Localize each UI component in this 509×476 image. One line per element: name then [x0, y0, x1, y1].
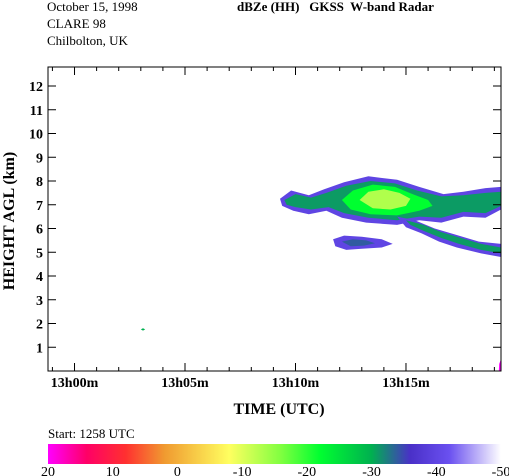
- y-tick-label: 12: [29, 80, 43, 95]
- colorbar: [48, 444, 501, 464]
- start-time-note: Start: 1258 UTC: [48, 426, 135, 441]
- colorbar-ticks: 20 10 0 -10 -20 -30 -40 -50: [41, 465, 509, 476]
- date-label: October 15, 1998: [47, 0, 138, 14]
- y-tick-label: 3: [36, 294, 43, 309]
- colorbar-tick-label: -30: [362, 465, 381, 476]
- y-tick-label: 10: [29, 128, 43, 143]
- x-tick-label: 13h10m: [272, 376, 320, 391]
- colorbar-tick-label: -50: [492, 465, 509, 476]
- x-tick-label: 13h15m: [382, 376, 430, 391]
- colorbar-tick-label: -20: [298, 465, 317, 476]
- y-tick-label: 4: [36, 270, 43, 285]
- echo-edge-spike: [498, 359, 501, 371]
- location-label: Chilbolton, UK: [47, 33, 128, 48]
- x-tick-label: 13h05m: [161, 376, 209, 391]
- colorbar-tick-label: 0: [174, 465, 181, 476]
- x-tick-label: 13h00m: [51, 376, 99, 391]
- y-tick-label: 5: [36, 246, 43, 261]
- campaign-label: CLARE 98: [47, 16, 106, 31]
- y-tick-label: 8: [36, 175, 43, 190]
- echo-fallstreak-inner: [406, 220, 501, 254]
- echo-main-layer-core: [359, 189, 411, 210]
- y-axis-label: HEIGHT AGL (km): [1, 152, 18, 290]
- x-axis: 13h00m 13h05m 13h10m 13h15m: [51, 67, 495, 391]
- x-axis-label: TIME (UTC): [233, 401, 324, 418]
- reflectivity-field: [140, 176, 501, 371]
- y-tick-label: 6: [36, 223, 43, 238]
- echo-speck: [140, 328, 146, 331]
- colorbar-tick-label: 10: [106, 465, 120, 476]
- y-tick-label: 1: [36, 341, 43, 356]
- colorbar-tick-label: -40: [427, 465, 446, 476]
- colorbar-tick-label: 20: [41, 465, 55, 476]
- y-tick-label: 7: [36, 199, 43, 214]
- product-title: dBZe (HH) GKSS W-band Radar: [237, 0, 434, 14]
- echo-small-cell-inner: [341, 239, 375, 247]
- plot-frame: [47, 66, 502, 372]
- y-tick-label: 2: [36, 318, 43, 333]
- colorbar-tick-label: -10: [233, 465, 252, 476]
- y-tick-label: 11: [30, 104, 43, 119]
- y-tick-label: 9: [36, 151, 43, 166]
